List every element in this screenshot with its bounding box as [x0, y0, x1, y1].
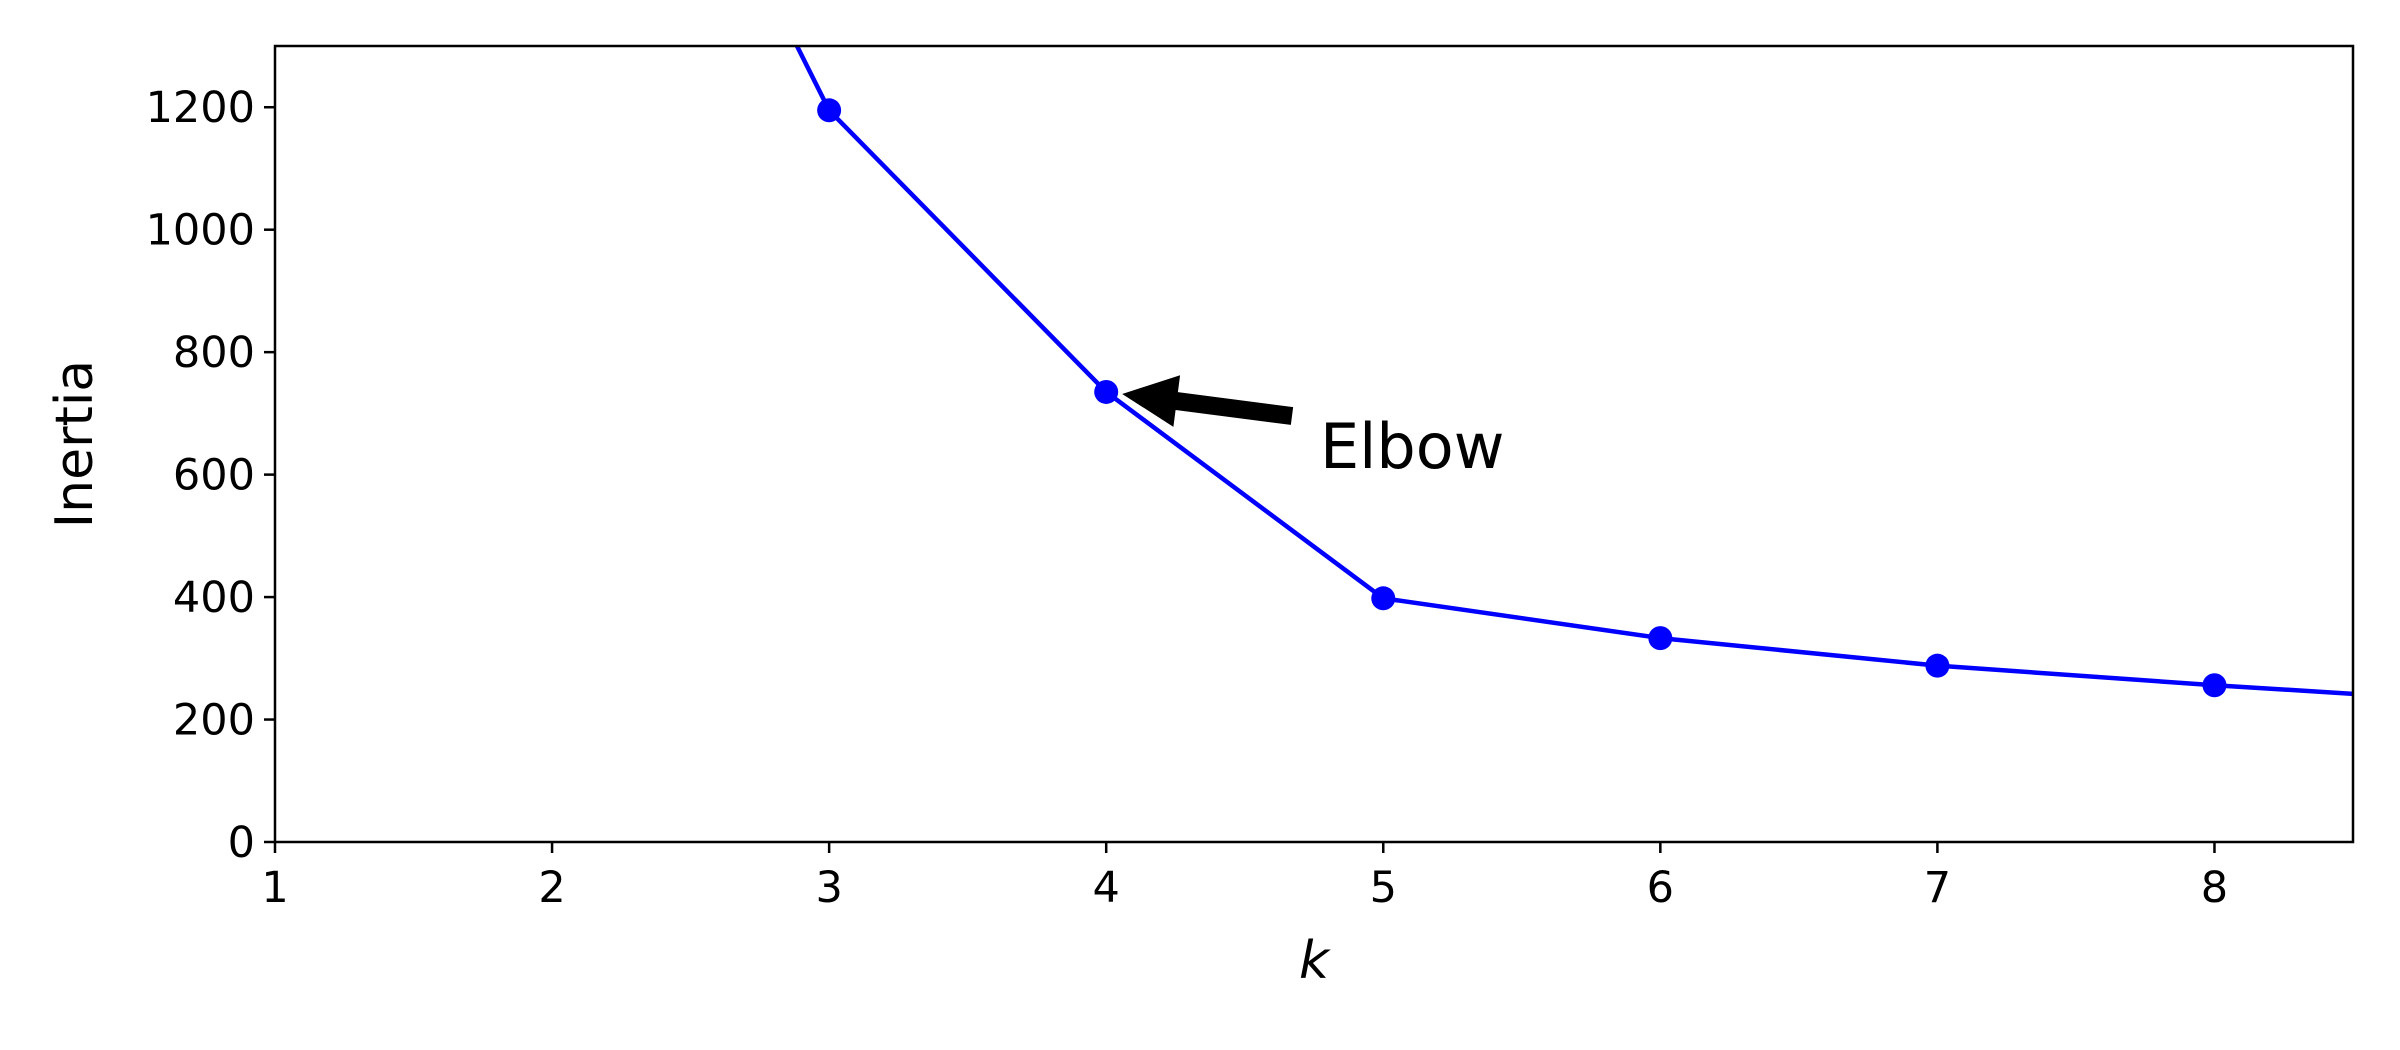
x-tick-label: 8 — [2201, 863, 2228, 913]
point — [1371, 586, 1396, 611]
y-tick-label: 1000 — [146, 206, 255, 256]
annotation-text: Elbow — [1320, 410, 1504, 483]
x-tick-label: 3 — [815, 863, 842, 913]
y-tick-label: 1200 — [146, 83, 255, 133]
point — [817, 98, 842, 123]
y-tick-label: 0 — [228, 818, 255, 868]
x-tick-label: 2 — [538, 863, 565, 913]
x-tick-label: 5 — [1370, 863, 1397, 913]
y-axis-label: Inertia — [45, 360, 105, 528]
x-tick-label: 6 — [1647, 863, 1674, 913]
line — [794, 46, 2353, 697]
x-axis-label: k — [1299, 931, 1331, 991]
plot-area — [794, 46, 2353, 698]
x-tick-label: 7 — [1924, 863, 1951, 913]
point — [2202, 673, 2227, 698]
y-tick-label: 200 — [173, 696, 255, 746]
annotation-arrow — [1122, 375, 1294, 427]
y-tick-label: 600 — [173, 451, 255, 501]
y-tick-label: 400 — [173, 573, 255, 623]
y-tick-label: 800 — [173, 328, 255, 378]
x-tick-label: 4 — [1093, 863, 1120, 913]
x-tick-label: 1 — [261, 863, 288, 913]
plot-frame — [273, 44, 2355, 844]
point — [1094, 379, 1119, 404]
point — [1648, 626, 1673, 651]
point — [1925, 653, 1950, 678]
